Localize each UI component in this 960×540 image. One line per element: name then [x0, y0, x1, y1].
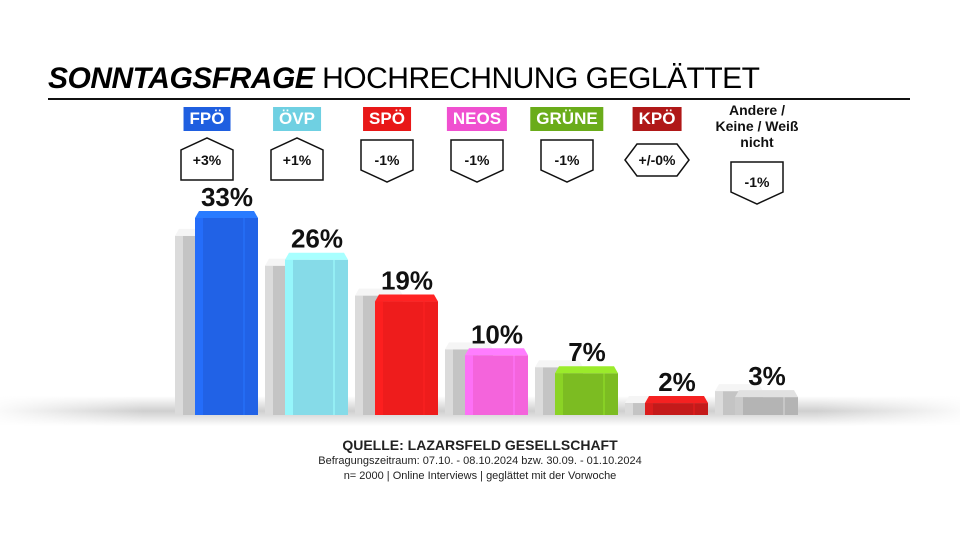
change-label: -1%	[745, 174, 770, 190]
bar	[465, 355, 528, 415]
bar	[555, 373, 618, 415]
bar-shade	[465, 355, 473, 415]
previous-bar-shade	[265, 265, 273, 415]
bar-top	[195, 210, 258, 218]
value-label: 7%	[568, 337, 606, 367]
bar-shade	[645, 403, 653, 415]
bar-shade	[195, 217, 203, 415]
value-label: 2%	[658, 367, 696, 397]
change-label: +1%	[283, 152, 312, 168]
previous-bar-shade	[175, 235, 183, 415]
bar-top	[735, 390, 798, 398]
bar	[195, 217, 258, 415]
note: Befragungszeitraum: 07.10. - 08.10.2024 …	[318, 455, 642, 467]
note: n= 2000 | Online Interviews | geglättet …	[343, 470, 617, 482]
previous-bar-shade	[445, 349, 453, 415]
title: SONNTAGSFRAGE HOCHRECHNUNG GEGLÄTTET	[48, 62, 760, 96]
category-label: GRÜNE	[530, 107, 604, 131]
bar-shade	[285, 259, 293, 415]
bar-shade	[555, 373, 563, 415]
previous-bar-top	[535, 360, 583, 368]
change-badge	[360, 139, 414, 183]
value-label: 33%	[201, 182, 253, 212]
previous-bar-shade	[355, 295, 363, 415]
change-label: -1%	[465, 152, 490, 168]
bar-shade	[375, 301, 383, 415]
value-label: 10%	[471, 319, 523, 349]
change-badge	[624, 143, 690, 177]
source: QUELLE: LAZARSFELD GESELLSCHAFT	[342, 437, 618, 453]
change-badge	[540, 139, 594, 183]
category-label: SPÖ	[363, 107, 411, 131]
change-label: -1%	[555, 152, 580, 168]
change-label: +/-0%	[639, 152, 677, 168]
bar-shade	[735, 397, 743, 415]
bar-top	[645, 396, 708, 404]
change-label: -1%	[375, 152, 400, 168]
bar	[375, 301, 438, 415]
value-label: 3%	[748, 361, 786, 391]
previous-bar-top	[715, 384, 763, 392]
bar-top	[555, 366, 618, 374]
bar-top	[375, 294, 438, 302]
change-label: +3%	[193, 152, 222, 168]
bar	[645, 403, 708, 415]
bar	[735, 397, 798, 415]
bar-top	[465, 348, 528, 356]
previous-bar-shade	[625, 403, 633, 415]
previous-bar-top	[355, 288, 403, 296]
value-label: 19%	[381, 266, 433, 296]
category-label: FPÖ	[183, 107, 231, 131]
change-badge	[730, 161, 784, 205]
chart-subtitle: HOCHRECHNUNG GEGLÄTTET	[322, 62, 760, 95]
bar-top	[285, 252, 348, 260]
category-label: KPÖ	[632, 107, 682, 131]
category-label: NEOS	[446, 107, 508, 131]
previous-bar-top	[445, 342, 493, 350]
category-label: Andere / Keine / Weiß nicht	[715, 102, 799, 150]
change-badge	[180, 137, 234, 181]
bar	[285, 259, 348, 415]
category-label: ÖVP	[273, 107, 321, 131]
change-badge	[450, 139, 504, 183]
value-label: 26%	[291, 224, 343, 254]
change-badge	[270, 137, 324, 181]
previous-bar-shade	[715, 391, 723, 415]
previous-bar-shade	[535, 367, 543, 415]
chart-title: SONNTAGSFRAGE	[48, 62, 315, 95]
